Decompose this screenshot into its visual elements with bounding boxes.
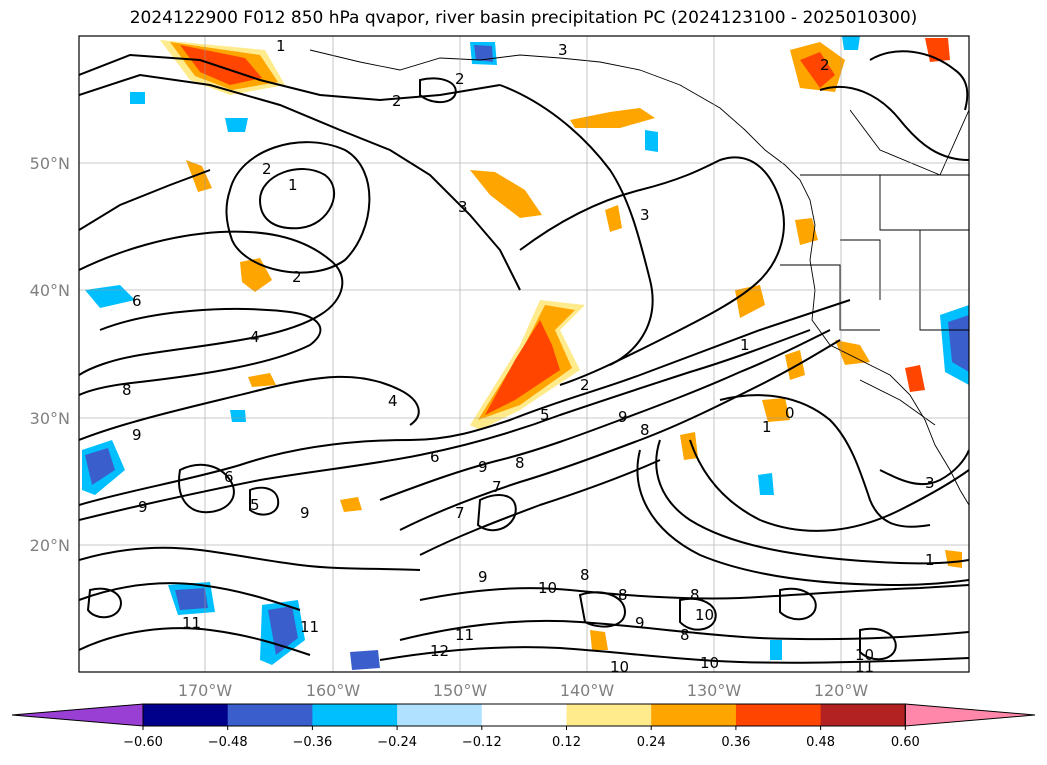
colorbar-tick-label: −0.48 [208, 735, 248, 750]
colorbar-tick-label: 0.36 [721, 735, 750, 750]
contour-label: 9 [132, 426, 142, 444]
contour-label: 6 [224, 468, 234, 486]
lat-label: 30°N [30, 409, 70, 428]
colorbar-tick-label: 0.12 [552, 735, 581, 750]
lon-label: 150°W [433, 681, 488, 700]
colorbar-tick-label: −0.60 [123, 735, 163, 750]
map-title: 2024122900 F012 850 hPa qvapor, river ba… [129, 8, 918, 28]
lon-label: 130°W [687, 681, 742, 700]
contour-label: 8 [122, 381, 132, 399]
contour-label: 2 [262, 160, 272, 178]
contour-label: 5 [540, 406, 550, 424]
contour-label: 8 [580, 566, 590, 584]
contour-label: 2 [580, 376, 590, 394]
colorbar-extend-right [904, 703, 1036, 727]
contour-label: 10 [538, 579, 557, 597]
colorbar-segment [397, 704, 483, 726]
lon-label: 120°W [814, 681, 869, 700]
colorbar-tick-label: 0.24 [637, 735, 666, 750]
contour-label: 9 [478, 568, 488, 586]
colorbar-segment [820, 704, 906, 726]
contour-label: 8 [690, 586, 700, 604]
colorbar-tick-label: 0.60 [891, 735, 920, 750]
qvapor-contours [79, 50, 969, 664]
contour-label: 11 [855, 658, 874, 676]
contour-label: 12 [430, 642, 449, 660]
contour-label: 7 [492, 478, 502, 496]
contour-label: 10 [700, 654, 719, 672]
lon-label: 140°W [560, 681, 615, 700]
colorbar-tick-label: −0.36 [292, 735, 332, 750]
contour-label: 9 [618, 408, 628, 426]
contour-label: 1 [740, 336, 750, 354]
colorbar-extend-left [11, 703, 144, 727]
contour-label: 4 [250, 328, 260, 346]
colorbar-tick-label: −0.24 [377, 735, 417, 750]
colorbar-segment [735, 704, 822, 726]
lon-label: 170°W [178, 681, 233, 700]
contour-label: 8 [515, 454, 525, 472]
contour-label: 3 [925, 474, 935, 492]
contour-label: 9 [478, 458, 488, 476]
colorbar-segment [651, 704, 737, 726]
colorbar-tick-label: −0.12 [462, 735, 502, 750]
plot-frame [78, 35, 970, 673]
lat-label: 20°N [30, 536, 70, 555]
contour-label: 9 [300, 504, 310, 522]
contour-label: 2 [455, 70, 465, 88]
contour-label: 9 [138, 498, 148, 516]
colorbar-tick-label: 0.48 [806, 735, 835, 750]
contour-label: 11 [182, 614, 201, 632]
contour-label: 3 [458, 198, 468, 216]
contour-label: 6 [430, 448, 440, 466]
contour-label: 8 [618, 586, 628, 604]
colorbar: −0.60 −0.48 −0.36 −0.24 −0.12 0.12 0.24 0.36 0.4… [11, 703, 1036, 750]
contour-label: 0 [785, 404, 795, 422]
contour-label: 7 [455, 504, 465, 522]
contour-label: 8 [680, 626, 690, 644]
longitude-labels: 170°W 160°W 150°W 140°W 130°W 120°W [178, 681, 869, 700]
contour-label: 3 [558, 41, 568, 59]
contour-label: 10 [610, 658, 629, 676]
lat-label: 40°N [30, 281, 70, 300]
gridlines [79, 36, 969, 672]
contour-labels: 1 2 3 2 2 1 3 2 3 4 6 8 9 4 5 6 9 8 7 9 … [122, 37, 935, 676]
contour-label: 11 [300, 618, 319, 636]
colorbar-segment [481, 704, 567, 726]
latitude-labels: 50°N 40°N 30°N 20°N [30, 154, 70, 555]
plot-area: 1 2 3 2 2 1 3 2 3 4 6 8 9 4 5 6 9 8 7 9 … [79, 36, 969, 676]
colorbar-segment [143, 704, 229, 726]
contour-label: 6 [132, 292, 142, 310]
contour-label: 2 [292, 268, 302, 286]
contour-label: 8 [640, 421, 650, 439]
colorbar-segment [312, 704, 398, 726]
contour-label: 11 [455, 626, 474, 644]
contour-label: 1 [925, 551, 935, 569]
contour-label: 2 [392, 92, 402, 110]
colorbar-segment [566, 704, 652, 726]
contour-label: 4 [388, 392, 398, 410]
contour-label: 1 [276, 37, 286, 55]
colorbar-segment [227, 704, 313, 726]
contour-label: 10 [855, 646, 874, 664]
contour-label: 10 [695, 606, 714, 624]
lat-label: 50°N [30, 154, 70, 173]
lon-label: 160°W [306, 681, 361, 700]
contour-label: 1 [762, 418, 772, 436]
contour-label: 1 [288, 176, 298, 194]
coastlines [309, 49, 969, 506]
colorbar-frame [142, 703, 906, 727]
contour-label: 3 [640, 206, 650, 224]
contour-label: 9 [635, 614, 645, 632]
contour-label: 2 [820, 56, 830, 74]
contour-label: 5 [250, 496, 260, 514]
